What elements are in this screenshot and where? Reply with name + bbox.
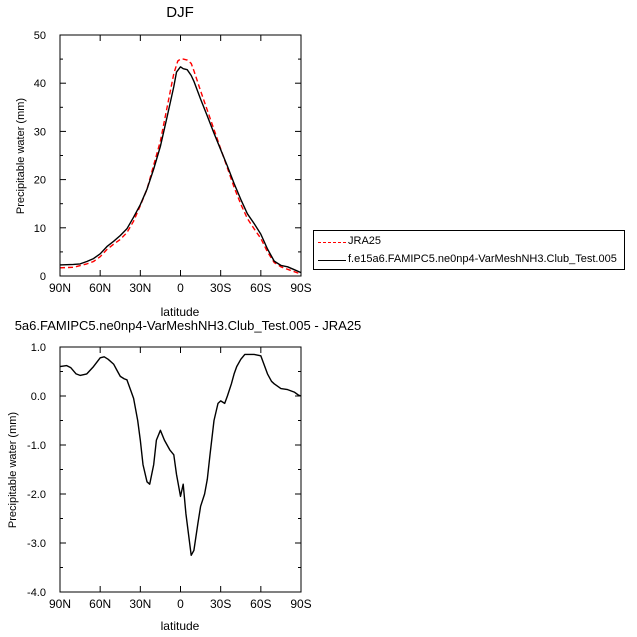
bottom-x-tick-label: 60S [250, 597, 271, 611]
top-chart-xlabel: latitude [161, 305, 200, 319]
bottom-y-tick-label: -2.0 [27, 489, 46, 501]
bottom-chart-panel: 5a6.FAMIPC5.ne0np4-VarMeshNH3.Club_Test.… [7, 318, 361, 633]
top-y-tick-label: 40 [34, 78, 46, 90]
legend-swatch-model [318, 260, 346, 261]
bottom-x-tick-label: 60N [89, 597, 111, 611]
top-x-tick-label: 0 [177, 281, 184, 295]
top-y-tick-label: 0 [40, 271, 46, 283]
top-chart-legend: JRA25 f.e15a6.FAMIPC5.ne0np4-VarMeshNH3.… [313, 230, 625, 270]
legend-label-jra25: JRA25 [348, 235, 382, 247]
top-y-tick-label: 30 [34, 126, 46, 138]
bottom-y-tick-label: -4.0 [27, 587, 46, 599]
bottom-y-tick-label: 0.0 [31, 391, 46, 403]
top-chart-title: DJF [166, 4, 194, 21]
top-y-tick-label: 50 [34, 30, 46, 42]
bottom-y-tick-label: -3.0 [27, 538, 46, 550]
top-chart-frame [59, 34, 302, 277]
top-x-tick-label: 60N [89, 281, 111, 295]
top-y-tick-label: 20 [34, 175, 46, 187]
top-x-tick-label: 90N [49, 281, 71, 295]
top-series-line-1 [59, 66, 302, 274]
top-x-tick-label: 30S [210, 281, 231, 295]
legend-entry-jra25: JRA25 [314, 233, 624, 251]
bottom-y-tick-label: 1.0 [31, 342, 46, 354]
legend-label-model: f.e15a6.FAMIPC5.ne0np4-VarMeshNH3.Club_T… [348, 253, 617, 265]
top-chart-panel: DJF 90N 60N 30N 0 30S 60S 90S 0 10 20 30 40 50 latit… [15, 4, 312, 319]
bottom-x-tick-label: 0 [177, 597, 184, 611]
top-x-tick-label: 60S [250, 281, 271, 295]
legend-swatch-jra25 [318, 242, 346, 243]
bottom-chart-frame [59, 346, 302, 593]
bottom-chart-title: 5a6.FAMIPC5.ne0np4-VarMeshNH3.Club_Test.… [15, 318, 362, 333]
bottom-x-tick-label: 30S [210, 597, 231, 611]
top-x-tick-label: 30N [129, 281, 151, 295]
bottom-y-tick-label: -1.0 [27, 440, 46, 452]
bottom-chart-xlabel: latitude [161, 619, 200, 633]
bottom-series-line-0 [59, 353, 302, 556]
top-y-tick-label: 10 [34, 223, 46, 235]
legend-entry-model: f.e15a6.FAMIPC5.ne0np4-VarMeshNH3.Club_T… [314, 251, 624, 269]
bottom-x-tick-label: 30N [129, 597, 151, 611]
top-chart-ylabel: Precipitable water (mm) [15, 98, 27, 214]
bottom-chart-ylabel: Precipitable water (mm) [7, 412, 19, 528]
top-series-line-0 [59, 58, 302, 275]
bottom-x-tick-label: 90S [290, 597, 311, 611]
bottom-x-tick-label: 90N [49, 597, 71, 611]
top-x-tick-label: 90S [290, 281, 311, 295]
